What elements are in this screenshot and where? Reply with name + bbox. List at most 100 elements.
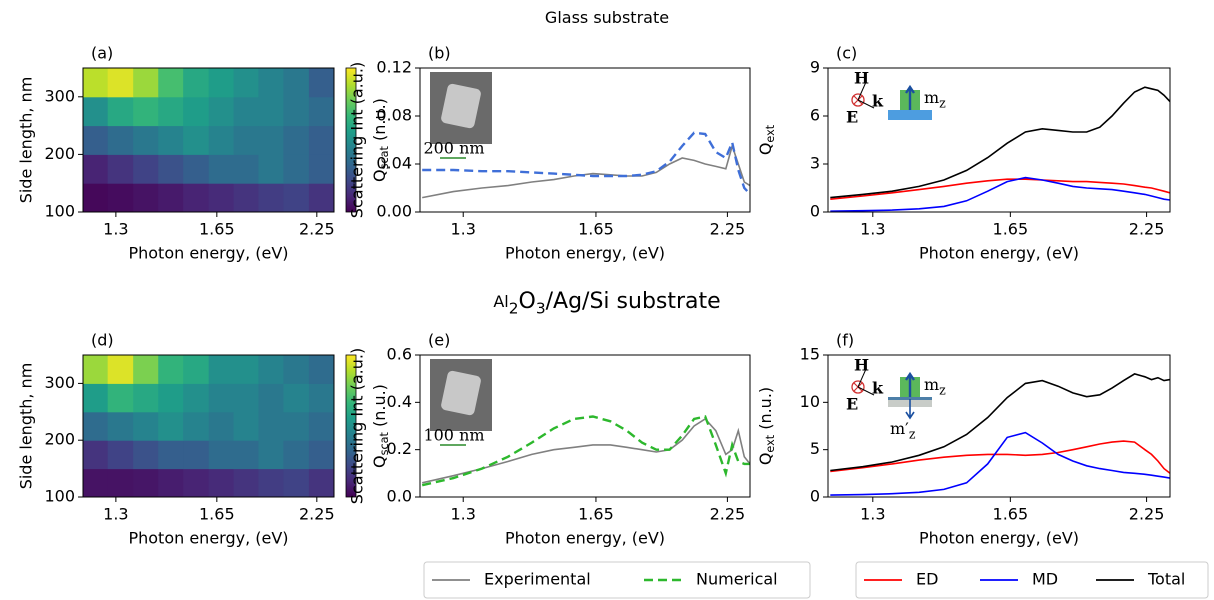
- heat-cell: [133, 183, 159, 213]
- heat-cell: [233, 154, 259, 184]
- x-tick-label: 1.65: [578, 505, 614, 524]
- heat-cell: [308, 125, 335, 155]
- heat-cell: [308, 183, 335, 213]
- y-tick-label: 9: [810, 58, 820, 77]
- scale-bar-label: 100 nm: [423, 426, 484, 445]
- heat-cell: [258, 125, 284, 155]
- heat-cell: [83, 468, 109, 498]
- heat-cell: [258, 96, 284, 127]
- heat-cell: [158, 183, 184, 213]
- section-title-part: 2: [509, 299, 519, 317]
- y-tick-label: 200: [44, 144, 75, 163]
- heat-cell: [258, 440, 284, 470]
- moment-label-part: m: [924, 88, 939, 107]
- heat-cell: [283, 440, 310, 470]
- heat-cell: [107, 355, 134, 384]
- scale-bar-label: 200 nm: [423, 139, 484, 158]
- y-tick-label: 6: [810, 106, 820, 125]
- heat-cell: [158, 68, 184, 98]
- section-title: Glass substrate: [545, 8, 669, 27]
- series-line: [421, 415, 750, 487]
- heat-cell: [308, 68, 335, 98]
- colorbar: [345, 354, 357, 498]
- x-axis-label: Photon energy, (eV): [505, 529, 665, 548]
- y-axis-label-part: ext: [764, 124, 777, 142]
- legend-label: MD: [1032, 570, 1058, 589]
- heat-cell: [233, 68, 259, 98]
- section-title-part: Glass substrate: [545, 8, 669, 27]
- x-tick-label: 1.3: [450, 220, 475, 239]
- x-tick-label: 1.65: [199, 505, 235, 524]
- heat-cell: [83, 125, 109, 155]
- y-tick-label: 5: [810, 439, 820, 458]
- heat-cell: [283, 355, 310, 384]
- y-tick-label: 300: [44, 86, 75, 105]
- x-tick-label: 1.65: [578, 220, 614, 239]
- heat-cell: [208, 468, 235, 498]
- heat-cell: [158, 440, 184, 470]
- heat-cell: [133, 154, 159, 184]
- heat-cell: [107, 154, 134, 184]
- section-title-part: /Ag/Si substrate: [546, 289, 721, 314]
- heat-cell: [107, 411, 134, 441]
- image-moment-label-part: z: [909, 426, 916, 441]
- heat-cell: [83, 411, 109, 441]
- y-axis-label-part: Q: [756, 453, 775, 466]
- heat-cell: [183, 355, 210, 384]
- heat-cell: [258, 468, 284, 498]
- heat-cell: [233, 440, 259, 470]
- image-moment-label-part: m′: [890, 419, 909, 438]
- x-axis-label: Photon energy, (eV): [919, 244, 1079, 263]
- heat-cell: [183, 154, 210, 184]
- heat-cell: [208, 125, 235, 155]
- colorbar: [345, 67, 357, 213]
- heat-cell: [258, 411, 284, 441]
- heat-cell: [208, 96, 235, 127]
- x-tick-label: 1.3: [860, 505, 885, 524]
- y-tick-label: 0: [810, 202, 820, 221]
- heat-cell: [308, 411, 335, 441]
- image-moment-label: m′z: [890, 419, 916, 441]
- heat-cell: [258, 383, 284, 413]
- y-tick-label: 0.12: [376, 58, 412, 77]
- heat-cell: [183, 440, 210, 470]
- colorbar-label-part: (n.u.): [370, 98, 389, 146]
- series-line: [422, 131, 750, 195]
- heat-cell: [133, 355, 159, 384]
- heat-cell: [308, 96, 335, 127]
- legend-label: Experimental: [484, 570, 591, 589]
- heat-cell: [183, 125, 210, 155]
- moment-label-part: z: [939, 95, 946, 110]
- panel-label: (b): [428, 44, 451, 63]
- panel-label: (f): [836, 331, 854, 350]
- moment-arrow: [905, 84, 915, 110]
- colorbar-label-part: Q: [370, 169, 389, 182]
- heat-cell: [107, 440, 134, 470]
- x-tick-label: 2.25: [299, 220, 335, 239]
- section-title-part: 3: [536, 299, 546, 317]
- heat-cell: [233, 96, 259, 127]
- y-axis-label: Side length, nm: [17, 77, 36, 204]
- image-moment-arrow: [905, 399, 915, 420]
- x-tick-label: 1.3: [103, 505, 128, 524]
- heat-cell: [183, 96, 210, 127]
- moment-arrow: [905, 371, 915, 397]
- h-label: H: [854, 69, 869, 88]
- heat-cell: [83, 355, 109, 384]
- heat-cell: [133, 383, 159, 413]
- k-label: k: [872, 379, 884, 398]
- x-axis-label: Photon energy, (eV): [919, 529, 1079, 548]
- heat-cell: [183, 383, 210, 413]
- y-tick-label: 10: [800, 392, 820, 411]
- moment-label-part: z: [939, 382, 946, 397]
- e-label: E: [846, 395, 858, 414]
- heat-cell: [308, 468, 335, 498]
- axes-frame: [82, 67, 335, 213]
- heat-cell: [107, 125, 134, 155]
- colorbar-label: Qscat (n.u.): [370, 98, 391, 182]
- y-tick-label: 0.00: [376, 202, 412, 221]
- moment-label: mz: [924, 375, 946, 397]
- heat-cell: [208, 183, 235, 213]
- h-arrow: [857, 368, 867, 388]
- sem-particle: [441, 370, 481, 416]
